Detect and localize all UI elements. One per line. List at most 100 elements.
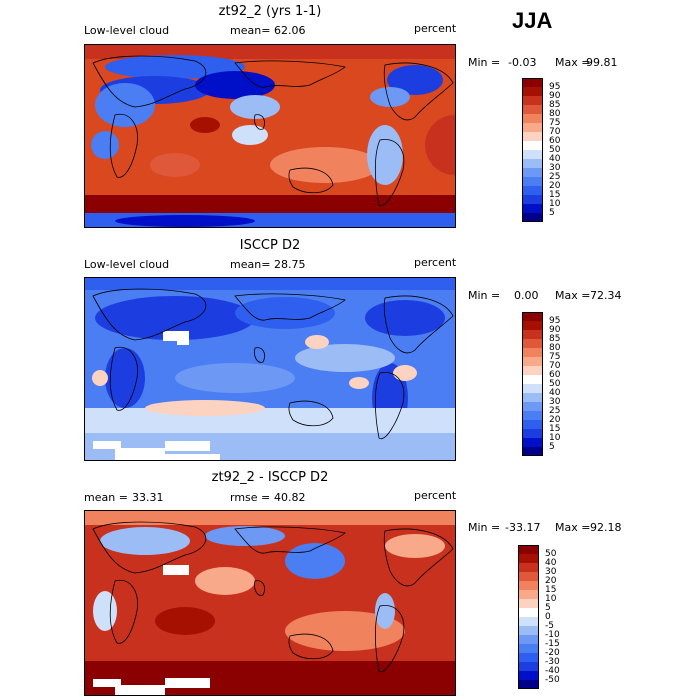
colorbar-tick-label: 5 xyxy=(545,603,551,613)
colorbar-swatch xyxy=(518,617,539,626)
max-value: 99.81 xyxy=(586,56,618,69)
colorbar-tick-label: 50 xyxy=(549,379,561,389)
colorbar-tick-label: 20 xyxy=(545,576,557,586)
colorbar-swatch xyxy=(522,141,543,150)
colorbar-swatch xyxy=(518,590,539,599)
max-label: Max = xyxy=(555,289,591,302)
colorbar-swatch xyxy=(522,213,543,222)
max-label: Max = xyxy=(555,521,591,534)
colorbar-frame xyxy=(522,78,543,222)
global-map xyxy=(84,44,456,228)
min-label: Min = xyxy=(468,289,501,302)
colorbar-swatch xyxy=(522,321,543,330)
colorbar-tick-label: -10 xyxy=(545,630,560,640)
colorbar-swatch xyxy=(522,402,543,411)
colorbar-frame xyxy=(518,545,539,689)
global-map xyxy=(84,277,456,461)
colorbar-swatch xyxy=(522,195,543,204)
colorbar-swatch xyxy=(522,159,543,168)
colorbar-swatch xyxy=(518,545,539,554)
colorbar-tick-label: 95 xyxy=(549,82,561,92)
colorbar-swatch xyxy=(522,420,543,429)
colorbar-swatch xyxy=(522,366,543,375)
colorbar-tick-label: 15 xyxy=(545,585,557,595)
rmse-label: rmse = xyxy=(230,491,271,504)
colorbar-tick-label: 80 xyxy=(549,343,561,353)
max-value: 92.18 xyxy=(590,521,622,534)
mean-value: 28.75 xyxy=(274,258,306,271)
colorbar-tick-label: 25 xyxy=(549,406,561,416)
colorbar-swatch xyxy=(522,330,543,339)
colorbar-tick-label: -30 xyxy=(545,657,560,667)
colorbar-swatch xyxy=(518,662,539,671)
min-value: 0.00 xyxy=(514,289,539,302)
colorbar-tick-label: -40 xyxy=(545,666,560,676)
colorbar-swatch xyxy=(522,78,543,87)
panel-title: zt92_2 - ISCCP D2 xyxy=(211,470,329,485)
colorbar-swatch xyxy=(522,204,543,213)
colorbar-tick-label: -20 xyxy=(545,648,560,658)
colorbar-swatch xyxy=(522,447,543,456)
colorbar-tick-label: 5 xyxy=(549,208,555,218)
colorbar-swatch xyxy=(518,626,539,635)
colorbar-tick-label: 70 xyxy=(549,361,561,371)
mean-label: mean= xyxy=(230,24,271,37)
colorbar-swatch xyxy=(522,384,543,393)
mean-label: mean= xyxy=(230,258,271,271)
colorbar-swatch xyxy=(522,438,543,447)
colorbar-swatch xyxy=(522,393,543,402)
colorbar-tick-label: 60 xyxy=(549,370,561,380)
min-value: -33.17 xyxy=(505,521,541,534)
colorbar-swatch xyxy=(522,150,543,159)
colorbar-tick-label: -15 xyxy=(545,639,560,649)
colorbar-tick-label: 50 xyxy=(545,549,557,559)
colorbar-swatch xyxy=(518,608,539,617)
units-label: percent xyxy=(414,256,457,269)
colorbar-tick-label: 80 xyxy=(549,109,561,119)
colorbar-swatch xyxy=(522,105,543,114)
units-label: percent xyxy=(414,22,457,35)
min-label: Min = xyxy=(468,521,501,534)
colorbar-tick-label: 75 xyxy=(549,118,561,128)
mean-value: 62.06 xyxy=(274,24,306,37)
colorbar-tick-label: 10 xyxy=(545,594,557,604)
season-label: JJA xyxy=(512,8,553,33)
colorbar-tick-label: 40 xyxy=(549,388,561,398)
colorbar-tick-label: 10 xyxy=(549,433,561,443)
colorbar-tick-label: 60 xyxy=(549,136,561,146)
min-label: Min = xyxy=(468,56,501,69)
colorbar-tick-label: 0 xyxy=(545,612,551,622)
colorbar-swatch xyxy=(518,653,539,662)
colorbar-swatch xyxy=(522,177,543,186)
colorbar-swatch xyxy=(518,680,539,689)
colorbar-tick-label: 90 xyxy=(549,325,561,335)
panel-title: ISCCP D2 xyxy=(239,238,301,253)
colorbar-swatch xyxy=(518,581,539,590)
colorbar-swatch xyxy=(518,563,539,572)
colorbar-swatch xyxy=(522,411,543,420)
colorbar-swatch xyxy=(522,312,543,321)
colorbar-tick-label: 95 xyxy=(549,316,561,326)
colorbar-tick-label: 40 xyxy=(545,558,557,568)
colorbar-swatch xyxy=(518,572,539,581)
colorbar-swatch xyxy=(522,168,543,177)
colorbar-swatch xyxy=(518,671,539,680)
units-label: percent xyxy=(414,489,457,502)
max-value: 72.34 xyxy=(590,289,622,302)
colorbar-tick-label: 90 xyxy=(549,91,561,101)
colorbar-tick-label: 20 xyxy=(549,181,561,191)
panel-title: zt92_2 (yrs 1-1) xyxy=(218,4,322,19)
colorbar-swatch xyxy=(522,429,543,438)
variable-label: Low-level cloud xyxy=(84,24,170,37)
colorbar-swatch xyxy=(522,186,543,195)
colorbar-tick-label: 70 xyxy=(549,127,561,137)
colorbar-swatch xyxy=(522,96,543,105)
max-label: Max = xyxy=(555,56,591,69)
colorbar-swatch xyxy=(522,375,543,384)
colorbar-swatch xyxy=(522,123,543,132)
colorbar-tick-label: 75 xyxy=(549,352,561,362)
colorbar-swatch xyxy=(522,339,543,348)
colorbar-frame xyxy=(522,312,543,456)
colorbar: 5 10 15 20 25 30 40 50 60 70 75 80 85 90 95 xyxy=(522,78,582,222)
colorbar-tick-label: 10 xyxy=(549,199,561,209)
